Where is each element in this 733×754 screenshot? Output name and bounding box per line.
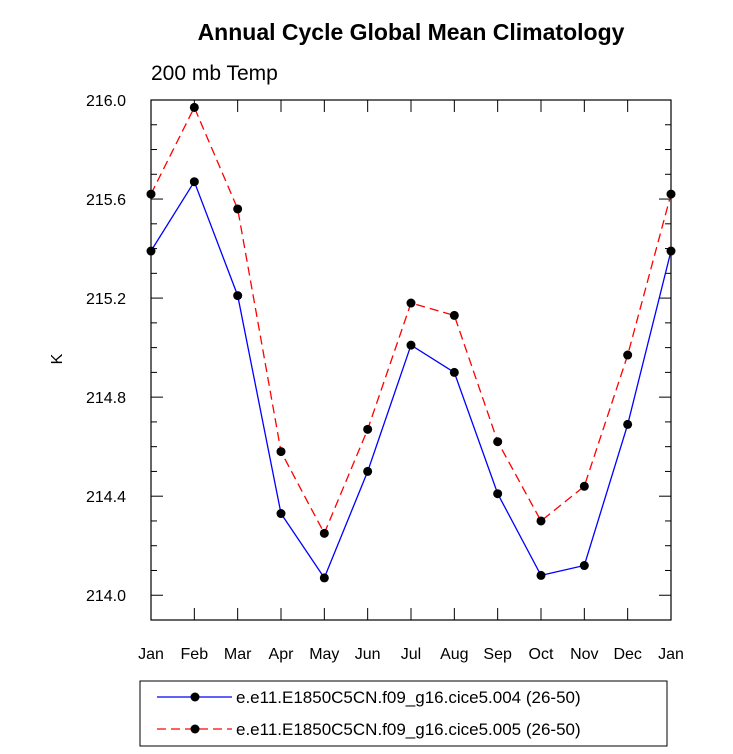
series-2-point bbox=[363, 424, 373, 434]
series-2-point bbox=[579, 481, 589, 491]
x-tick-label: Mar bbox=[224, 646, 252, 663]
series-1-point bbox=[146, 246, 156, 256]
series-2-point bbox=[449, 310, 459, 320]
series-1-point bbox=[449, 367, 459, 377]
series-1-point bbox=[189, 177, 199, 187]
x-tick-label: Jan bbox=[138, 646, 164, 663]
y-tick-label: 214.0 bbox=[86, 588, 126, 605]
series-2-point bbox=[493, 437, 503, 447]
legend-label-1: e.e11.E1850C5CN.f09_g16.cice5.004 (26-50… bbox=[236, 688, 581, 707]
chart-subtitle: 200 mb Temp bbox=[151, 62, 278, 85]
y-tick-label: 214.4 bbox=[86, 489, 126, 506]
series-1-point bbox=[579, 561, 589, 571]
legend-marker-2 bbox=[190, 724, 200, 734]
series-1-point bbox=[493, 489, 503, 499]
legend: e.e11.E1850C5CN.f09_g16.cice5.004 (26-50… bbox=[139, 680, 668, 747]
x-tick-label: Sep bbox=[483, 646, 512, 663]
x-tick-label: Nov bbox=[570, 646, 598, 663]
x-tick-label: Feb bbox=[181, 646, 209, 663]
x-tick-label: Jun bbox=[355, 646, 381, 663]
x-tick-label: Jan bbox=[658, 646, 684, 663]
legend-marker-1 bbox=[190, 692, 200, 702]
series-1-point bbox=[233, 291, 243, 301]
series-1-point bbox=[319, 573, 329, 583]
series-2-point bbox=[319, 528, 329, 538]
y-tick-label: 216.0 bbox=[86, 93, 126, 110]
x-tick-label: Aug bbox=[440, 646, 468, 663]
y-tick-label: 215.2 bbox=[86, 291, 126, 308]
x-tick-label: Jul bbox=[401, 646, 421, 663]
series-line-1 bbox=[150, 180, 672, 580]
series-1-point bbox=[406, 340, 416, 350]
legend-box bbox=[139, 680, 668, 747]
series-2-point bbox=[666, 189, 676, 199]
series-2-point bbox=[536, 516, 546, 526]
y-tick-label: 215.6 bbox=[86, 192, 126, 209]
series-2-point bbox=[623, 350, 633, 360]
x-tick-label: Oct bbox=[529, 646, 554, 663]
x-axis: Jan Feb Mar Apr May Jun Jul Aug Sep Oct Nov Dec Jan bbox=[138, 100, 684, 663]
series-1-point bbox=[623, 419, 633, 429]
series-line-2 bbox=[150, 105, 672, 535]
x-tick-label: Apr bbox=[269, 646, 295, 663]
y-tick-label: 214.8 bbox=[86, 390, 126, 407]
series-1-point bbox=[536, 570, 546, 580]
series-2-point bbox=[146, 189, 156, 199]
y-axis: 214.0 214.4 214.8 215.2 215.6 216.0 bbox=[86, 93, 671, 621]
y-axis-label: K bbox=[49, 353, 66, 364]
series-1-point bbox=[363, 466, 373, 476]
series-layer bbox=[146, 102, 676, 583]
x-tick-label: May bbox=[309, 646, 339, 663]
plot-frame bbox=[150, 99, 672, 621]
chart-title: Annual Cycle Global Mean Climatology bbox=[198, 19, 625, 45]
legend-label-2: e.e11.E1850C5CN.f09_g16.cice5.005 (26-50… bbox=[236, 720, 581, 739]
x-tick-label: Dec bbox=[613, 646, 641, 663]
series-2-point bbox=[189, 102, 199, 112]
series-1-point bbox=[276, 509, 286, 519]
series-2-point bbox=[233, 204, 243, 214]
series-2-point bbox=[406, 298, 416, 308]
series-2-point bbox=[276, 447, 286, 457]
series-1-point bbox=[666, 246, 676, 256]
